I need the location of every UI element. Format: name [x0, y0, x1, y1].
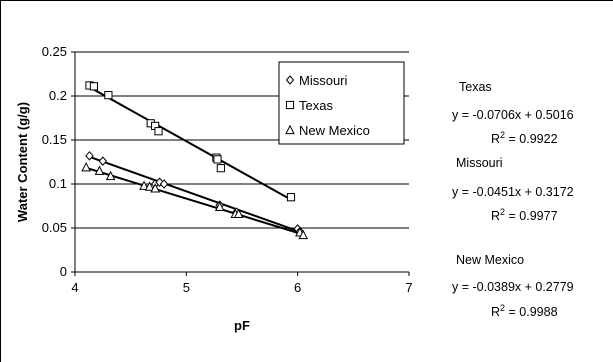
new-mexico-point [144, 181, 155, 191]
y-tick-label: 0.1 [49, 176, 67, 191]
missouri-point [85, 151, 94, 161]
texas-point [104, 91, 113, 100]
texas-point [213, 155, 222, 164]
missouri-trendline [89, 155, 301, 233]
new-mexico-point [105, 170, 116, 181]
missouri-r2: R2 = 0.9977 [491, 207, 558, 224]
texas-point [154, 127, 163, 136]
new-mexico-point [298, 229, 309, 240]
x-tick-label: 5 [183, 280, 190, 295]
texas-r2: R2 = 0.9922 [491, 130, 558, 147]
new-mexico-point [150, 183, 160, 193]
missouri-annotation-label: Missouri [456, 156, 503, 170]
x-tick-label: 7 [405, 280, 412, 295]
legend-label-missouri: Missouri [299, 73, 348, 88]
legend-marker-new-mexico [285, 124, 295, 135]
y-tick-label: 0.15 [42, 132, 67, 147]
legend-label-texas: Texas [299, 98, 333, 113]
new-mexico-r2: R2 = 0.9988 [491, 303, 558, 320]
texas-trendline [88, 86, 292, 201]
new-mexico-point [81, 161, 91, 172]
x-tick-label: 6 [294, 280, 301, 295]
y-tick-label: 0.05 [42, 220, 67, 235]
new-mexico-point [214, 201, 225, 211]
new-mexico-equation: y = -0.0389x + 0.2779 [452, 280, 574, 294]
new-mexico-point [139, 180, 149, 190]
legend-marker-missouri [285, 75, 295, 85]
new-mexico-point [233, 208, 244, 219]
missouri-point [98, 156, 108, 166]
legend-box [278, 61, 405, 145]
legend-marker-texas [285, 100, 295, 110]
legend: Missouri Texas New Mexico [278, 61, 405, 145]
texas-point [286, 193, 296, 202]
y-tick-label: 0.25 [42, 44, 67, 59]
new-mexico-annotation-label: New Mexico [456, 253, 525, 267]
new-mexico-trendline [85, 166, 304, 236]
texas-point [89, 82, 99, 91]
legend-label-new-mexico: New Mexico [299, 123, 370, 138]
x-axis-title: pF [234, 318, 250, 333]
y-tick-label: 0.2 [49, 88, 67, 103]
x-tick-label: 4 [71, 280, 78, 295]
missouri-equation: y = -0.0451x + 0.3172 [452, 185, 574, 199]
y-tick-label: 0 [60, 264, 67, 279]
texas-equation: y = -0.0706x + 0.5016 [452, 108, 574, 122]
texas-point [216, 164, 225, 173]
y-axis-title: Water Content (g/g) [15, 102, 30, 222]
missouri-point [159, 179, 169, 189]
texas-annotation-label: Texas [459, 80, 492, 94]
new-mexico-point [94, 165, 105, 175]
